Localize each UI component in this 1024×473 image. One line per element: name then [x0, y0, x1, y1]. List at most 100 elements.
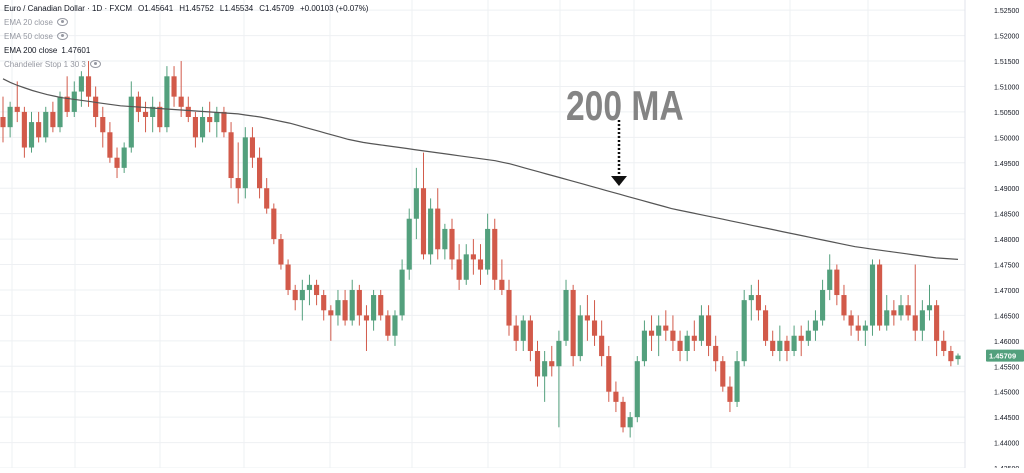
y-tick-label: 1.46500 [994, 313, 1019, 320]
candle-body [214, 111, 220, 123]
candle-body [271, 208, 277, 240]
candle-body [748, 295, 754, 301]
eye-icon[interactable] [56, 32, 68, 40]
candle-body [663, 325, 669, 331]
candle-body [734, 361, 740, 402]
y-tick-label: 1.44000 [994, 441, 1019, 448]
candle-body [912, 315, 918, 331]
candle-body [435, 208, 441, 250]
candle-body [613, 391, 619, 402]
candle-body [634, 361, 640, 418]
candle-body [570, 289, 576, 357]
candle-body [321, 295, 327, 311]
candle-body [185, 106, 191, 117]
candle-body [812, 320, 819, 331]
indicator-ema200[interactable]: EMA 200 close 1.47601 [4, 45, 368, 55]
y-tick-label: 1.46000 [994, 339, 1019, 346]
candle-body [641, 330, 647, 362]
candle-body [14, 106, 20, 112]
candle-body [869, 264, 876, 326]
candle-body [606, 356, 612, 392]
indicator-ema50[interactable]: EMA 50 close [4, 31, 368, 41]
candle-body [392, 315, 398, 336]
candle-body [591, 320, 598, 336]
indicator-label: EMA 20 close [4, 17, 53, 27]
candle-body [100, 117, 106, 133]
candle-body [7, 106, 13, 128]
candle-body [834, 269, 840, 296]
y-tick-label: 1.47500 [994, 263, 1019, 270]
candle-body [264, 188, 270, 209]
candle-body [577, 315, 583, 357]
candle-body [798, 335, 804, 341]
candle-body [891, 310, 897, 316]
candle-body [934, 305, 940, 341]
y-tick-label: 1.51500 [994, 59, 1019, 66]
candle-body [171, 76, 177, 97]
candle-body [698, 315, 704, 341]
candle-body [221, 111, 227, 133]
candle-body [257, 157, 263, 189]
chart-legend: Euro / Canadian Dollar · 1D · FXCM O1.45… [4, 4, 368, 69]
candle-body [78, 76, 84, 92]
candle-body [620, 401, 626, 428]
candle-body [820, 289, 826, 321]
candle-body [556, 340, 562, 367]
candle-body [43, 111, 49, 138]
candle-body [948, 351, 954, 362]
candle-body [784, 340, 790, 351]
y-tick-label: 1.50000 [994, 135, 1019, 142]
y-tick-label: 1.48000 [994, 237, 1019, 244]
candle-body [242, 137, 248, 189]
candle-body [406, 218, 412, 270]
candle-body [656, 325, 662, 336]
indicator-ema20[interactable]: EMA 20 close [4, 17, 368, 27]
candle-body [456, 259, 462, 280]
candle-body [228, 132, 234, 179]
candle-body [335, 300, 341, 316]
candle-body [449, 228, 455, 260]
candle-body [399, 269, 405, 316]
candle-body [342, 300, 348, 321]
y-tick-label: 1.49000 [994, 186, 1019, 193]
ohlc-low: L1.45534 [219, 4, 254, 13]
candle-body [85, 76, 92, 97]
symbol-title[interactable]: Euro / Canadian Dollar · 1D · FXCM [4, 4, 133, 13]
y-tick-label: 1.52500 [994, 8, 1019, 15]
candle-body [770, 340, 776, 351]
y-tick-label: 1.52000 [994, 34, 1019, 41]
candle-body [121, 147, 127, 168]
candle-body [627, 417, 633, 428]
candle-body [919, 310, 925, 331]
candle-body [527, 320, 533, 351]
candle-body [93, 96, 99, 117]
candle-body [805, 330, 811, 341]
candle-body [720, 361, 726, 387]
candle-body [278, 239, 284, 265]
candle-body [192, 117, 198, 138]
candle-body [36, 122, 42, 138]
candle-body [428, 208, 434, 255]
eye-icon[interactable] [89, 60, 101, 68]
symbol-header: Euro / Canadian Dollar · 1D · FXCM O1.45… [4, 4, 368, 13]
candle-body [905, 305, 911, 316]
ema-200-line [2, 78, 959, 260]
eye-icon[interactable] [56, 18, 68, 26]
candle-body [28, 122, 35, 148]
indicator-chandelier[interactable]: Chandelier Stop 1 30 3 [4, 59, 368, 69]
candle-body [898, 305, 904, 316]
candle-body [506, 289, 512, 326]
candle-body [0, 117, 6, 128]
candle-body [71, 91, 77, 112]
candle-body [563, 289, 569, 341]
candle-body [442, 228, 448, 250]
candle-body [235, 178, 241, 189]
candle-body [142, 111, 149, 117]
candle-body [363, 315, 370, 321]
candle-body [378, 295, 384, 316]
y-tick-label: 1.47000 [994, 288, 1019, 295]
candle-body [513, 325, 519, 341]
candle-body [862, 325, 868, 331]
